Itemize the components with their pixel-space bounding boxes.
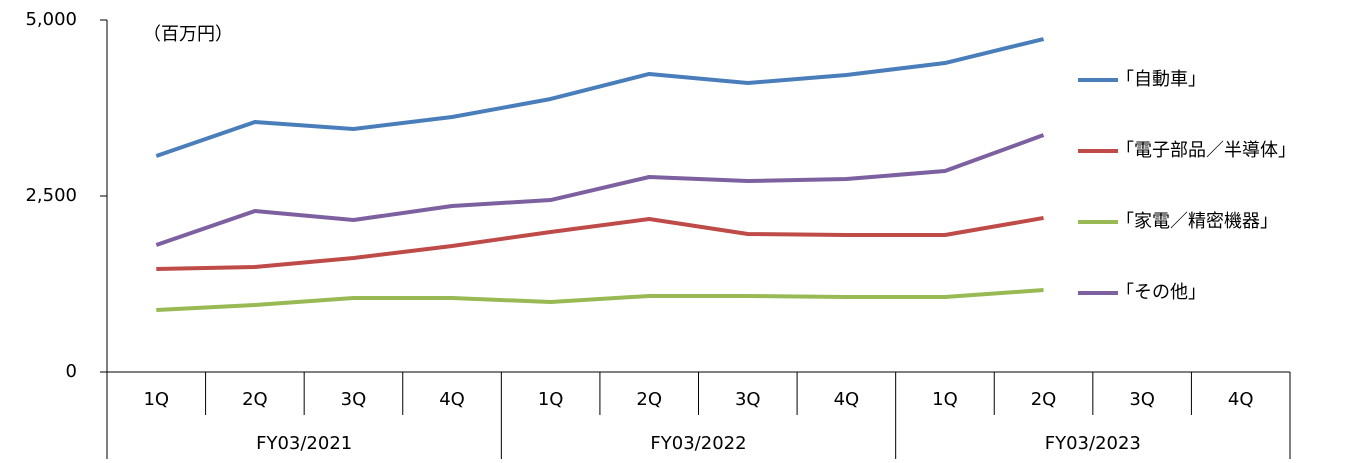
x-tick-label: 4Q [439, 389, 465, 410]
data-line [156, 215, 1044, 272]
x-tick-label: 3Q [341, 389, 367, 410]
x-tick-label: 1Q [143, 389, 169, 410]
legend-label: 「電子部品／半導体」 [1116, 140, 1296, 161]
group-label: FY03/2022 [650, 433, 746, 454]
group-label: FY03/2023 [1045, 433, 1141, 454]
y-tick-label: 5,000 [25, 9, 77, 30]
x-tick-label: 4Q [1228, 389, 1254, 410]
unit-label: （百万円） [143, 24, 233, 45]
y-tick-label: 0 [66, 361, 77, 382]
x-tick-label: 1Q [538, 389, 564, 410]
data-line [155, 133, 1045, 247]
x-tick-label: 3Q [735, 389, 761, 410]
legend-label: 「その他」 [1116, 282, 1206, 303]
legend-label: 「家電／精密機器」 [1116, 211, 1278, 232]
x-tick-label: 1Q [932, 389, 958, 410]
x-tick-label: 3Q [1129, 389, 1155, 410]
x-tick-label: 2Q [242, 389, 268, 410]
data-line [155, 37, 1045, 158]
data-line [156, 287, 1044, 312]
group-label: FY03/2021 [256, 433, 352, 454]
x-tick-label: 2Q [636, 389, 662, 410]
legend-label: 「自動車」 [1116, 69, 1206, 90]
x-tick-label: 4Q [834, 389, 860, 410]
x-tick-label: 2Q [1031, 389, 1057, 410]
y-tick-label: 2,500 [25, 185, 77, 206]
